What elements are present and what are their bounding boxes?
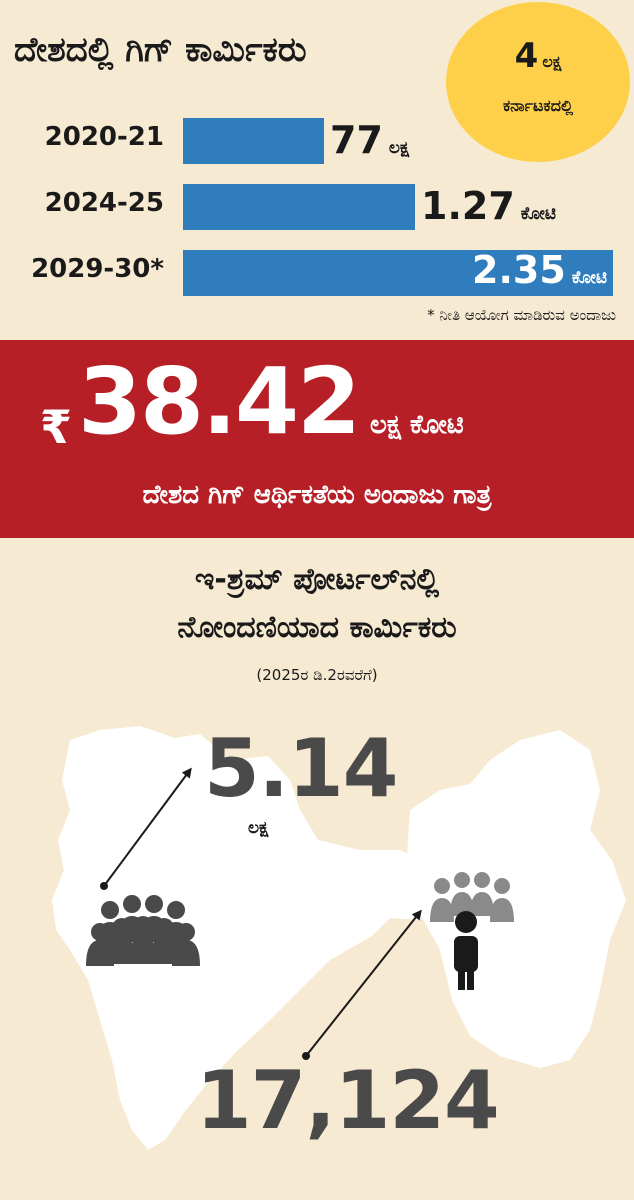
bar-2020-21	[183, 118, 324, 164]
footnote: * ನೀತಿ ಆಯೋಗ ಮಾಡಿರುವ ಅಂದಾಜು	[427, 306, 616, 324]
gig-workers-section: ದೇಶದಲ್ಲಿ ಗಿಗ್ ಕಾರ್ಮಿಕರು 4 ಲಕ್ಷ ಕರ್ನಾಟಕದಲ್…	[0, 0, 634, 338]
badge-value: 4 ಲಕ್ಷ	[514, 36, 562, 76]
india-registered-value: 5.14	[204, 722, 398, 815]
karnataka-arrow	[305, 909, 422, 1057]
people-group-icon	[86, 895, 200, 966]
india-map	[52, 726, 440, 1150]
india-registered-unit: ಲಕ್ಷ	[248, 818, 269, 838]
india-arrow	[103, 767, 192, 887]
economy-size-band: ₹ 38.42 ಲಕ್ಷ ಕೋಟಿ ದೇಶದ ಗಿಗ್ ಆರ್ಥಿಕತೆಯ ಅಂ…	[0, 340, 634, 538]
portal-title-line2: ನೋಂದಣಿಯಾದ ಕಾರ್ಮಿಕರು	[177, 610, 457, 645]
economy-description: ದೇಶದ ಗಿಗ್ ಆರ್ಥಿಕತೆಯ ಅಂದಾಜು ಗಾತ್ರ	[142, 480, 492, 510]
rupee-symbol: ₹	[40, 400, 73, 454]
bar-value-2029-30: 2.35 ಕೋಟಿ	[472, 248, 607, 292]
bar-value-2024-25: 1.27 ಕೋಟಿ	[421, 184, 556, 228]
people-group-icon-karnataka	[430, 872, 514, 990]
category-label-2029-30: 2029-30*	[31, 254, 164, 284]
karnataka-registered-value: 17,124	[196, 1054, 500, 1147]
badge-unit: ಲಕ್ಷ	[542, 52, 562, 71]
portal-title: ಇ-ಶ್ರಮ್ ಪೋರ್ಟಲ್‌ನಲ್ಲಿ ನೋಂದಣಿಯಾದ ಕಾರ್ಮಿಕರ…	[0, 556, 634, 652]
portal-date-note: (2025ರ ಡಿ.2ರವರೆಗೆ)	[256, 666, 378, 684]
maps-illustration	[52, 726, 626, 1150]
category-label-2024-25: 2024-25	[44, 188, 164, 218]
bar-2024-25	[183, 184, 415, 230]
page-title: ದೇಶದಲ್ಲಿ ಗಿಗ್ ಕಾರ್ಮಿಕರು	[14, 30, 307, 70]
karnataka-badge: 4 ಲಕ್ಷ ಕರ್ನಾಟಕದಲ್ಲಿ	[446, 2, 630, 162]
badge-label: ಕರ್ನಾಟಕದಲ್ಲಿ	[502, 96, 574, 115]
portal-title-line1: ಇ-ಶ್ರಮ್ ಪೋರ್ಟಲ್‌ನಲ್ಲಿ	[194, 562, 440, 597]
category-label-2020-21: 2020-21	[44, 122, 164, 152]
bar-2029-30	[183, 250, 613, 296]
economy-amount: 38.42	[78, 348, 361, 455]
economy-unit: ಲಕ್ಷ ಕೋಟಿ	[370, 410, 464, 440]
bar-value-2020-21: 77 ಲಕ್ಷ	[330, 118, 410, 162]
